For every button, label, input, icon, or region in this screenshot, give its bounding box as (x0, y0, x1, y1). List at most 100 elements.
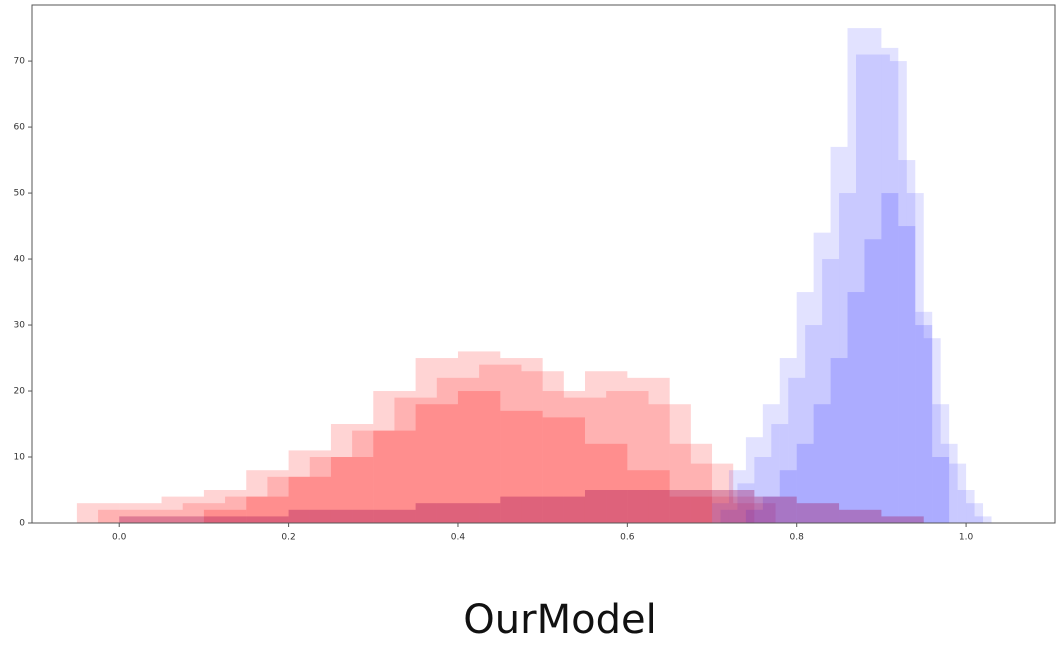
histogram-bar (182, 503, 226, 523)
histogram-bar (140, 509, 183, 523)
histogram-bar (288, 450, 331, 523)
histogram-bar (246, 496, 289, 523)
histogram-bar (788, 377, 806, 523)
histogram-bar (839, 193, 856, 523)
histogram-bar (847, 292, 865, 523)
histogram-bar (898, 160, 916, 523)
histogram-bar (330, 457, 374, 523)
histogram-bar (288, 476, 331, 523)
y-tick-label: 70 (14, 57, 26, 67)
histogram-bar (627, 377, 670, 523)
histogram-bar (457, 351, 501, 523)
histogram-bar (847, 28, 865, 523)
histogram-bar (563, 397, 607, 523)
histogram-bar (932, 404, 950, 523)
plot-area (76, 28, 992, 524)
histogram-bar (881, 47, 899, 523)
histogram-bar (796, 503, 840, 523)
histogram-bar (745, 509, 763, 523)
histogram-bar (203, 490, 247, 523)
histogram-bar (830, 146, 848, 523)
histogram-bar (330, 424, 374, 523)
x-tick-label: 0.6 (620, 533, 635, 543)
histogram-bar (203, 509, 247, 523)
histogram-bar (745, 437, 763, 523)
histogram-bar (898, 226, 916, 524)
histogram-bar (720, 509, 738, 523)
histogram-bar (830, 358, 848, 523)
histogram-bar (500, 410, 543, 523)
histogram-bar (542, 496, 585, 523)
histogram-bar (542, 391, 585, 523)
histogram-bar (881, 516, 924, 523)
histogram-bar (161, 516, 204, 523)
histogram-bar (669, 496, 713, 523)
histogram-bar (415, 503, 458, 523)
histogram-bar (733, 503, 776, 523)
histogram-bar (669, 443, 713, 523)
x-tick-label: 1.0 (959, 533, 974, 543)
y-tick-label: 20 (14, 387, 26, 397)
histogram-bar (881, 193, 899, 523)
histogram-bar (500, 496, 543, 523)
histogram-bar (288, 509, 331, 523)
histogram-bar (813, 232, 831, 523)
histogram-bar (457, 391, 501, 523)
histogram-bar (161, 496, 204, 523)
histogram-bar (712, 503, 729, 523)
histogram-bar (394, 397, 437, 523)
histogram-bar (500, 358, 543, 523)
x-tick-label: 0.0 (112, 533, 127, 543)
histogram-bar (457, 503, 501, 523)
histogram-bar (940, 443, 958, 523)
histogram-bar (627, 490, 670, 523)
histogram-bar (542, 417, 585, 523)
histogram-bar (415, 404, 458, 523)
histogram-bar (352, 430, 395, 523)
x-tick-label: 0.8 (790, 533, 805, 543)
histogram-bar (872, 54, 890, 523)
y-tick-label: 50 (14, 189, 26, 199)
histogram-bar (779, 470, 797, 523)
histogram-bar (203, 516, 247, 523)
histogram-bar (415, 358, 458, 523)
y-tick-label: 10 (14, 453, 26, 463)
histogram-bar (813, 404, 831, 523)
histogram-bar (889, 61, 907, 523)
histogram-bar (957, 490, 975, 523)
x-tick-label: 0.2 (281, 533, 295, 543)
chart-title: OurModel (463, 597, 656, 643)
histogram-bar (796, 292, 814, 523)
histogram-bar (246, 516, 289, 523)
histogram-bar (737, 483, 755, 523)
histogram-bar (915, 311, 933, 523)
histogram-bar (754, 457, 772, 523)
histogram-bar (119, 516, 162, 523)
y-tick-label: 30 (14, 321, 26, 331)
y-tick-label: 40 (14, 255, 26, 265)
histogram-bar (648, 404, 691, 523)
histogram-bar (98, 509, 141, 523)
histogram-bar (822, 259, 840, 523)
histogram-bar (584, 443, 628, 523)
histogram-bar (966, 503, 984, 523)
y-tick-label: 0 (19, 519, 25, 529)
histogram-bar (669, 490, 713, 523)
histogram-bar (373, 391, 416, 523)
histogram-bar (805, 325, 823, 523)
histogram-bar (864, 28, 882, 523)
histogram-bar (627, 470, 670, 523)
histogram-bar (309, 457, 353, 523)
histogram-bar (864, 239, 882, 524)
histogram-bar (771, 424, 789, 523)
histogram-bar (584, 371, 628, 523)
y-tick-label: 60 (14, 123, 26, 133)
histogram-bar (584, 490, 628, 523)
histogram-bar (119, 503, 162, 523)
histogram-bar (373, 430, 416, 523)
histogram-bar (712, 496, 755, 523)
histogram-bar (923, 338, 941, 523)
histogram-bar (974, 516, 992, 523)
histogram-bar (762, 496, 780, 523)
histogram-bar (436, 377, 480, 523)
